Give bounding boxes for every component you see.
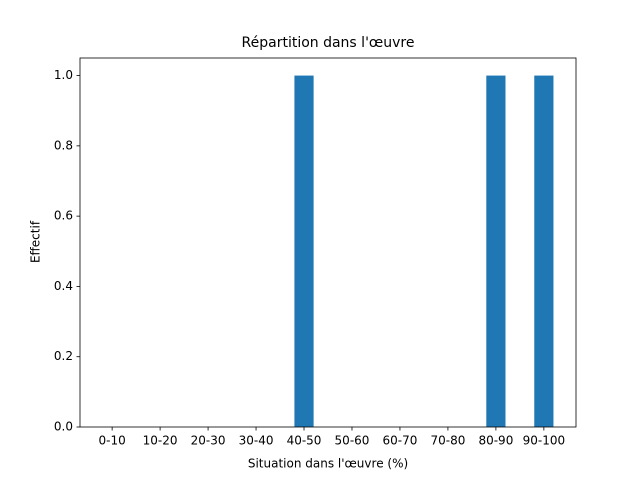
x-tick-label: 40-50	[287, 434, 322, 448]
chart-title: Répartition dans l'œuvre	[242, 35, 415, 51]
y-tick-label: 0.0	[54, 420, 73, 434]
x-tick-label: 50-60	[335, 434, 370, 448]
x-tick-label: 20-30	[191, 434, 226, 448]
x-tick-label: 60-70	[383, 434, 418, 448]
x-tick-label: 90-100	[523, 434, 566, 448]
y-tick-label: 0.6	[54, 209, 73, 223]
plot-frame	[79, 57, 577, 428]
x-tick-label: 70-80	[430, 434, 465, 448]
y-tick-label: 0.8	[54, 138, 73, 152]
x-tick-label: 10-20	[143, 434, 178, 448]
y-tick-label: 0.4	[54, 279, 73, 293]
y-tick-label: 1.0	[54, 68, 73, 82]
x-tick-label: 80-90	[478, 434, 513, 448]
bar	[486, 75, 506, 428]
x-tick-label: 30-40	[239, 434, 274, 448]
bar	[534, 75, 554, 428]
x-axis-label: Situation dans l'œuvre (%)	[248, 457, 408, 471]
bar	[294, 75, 314, 428]
x-tick-label: 0-10	[99, 434, 126, 448]
y-tick-label: 0.2	[54, 349, 73, 363]
y-axis-label: Effectif	[29, 220, 43, 263]
